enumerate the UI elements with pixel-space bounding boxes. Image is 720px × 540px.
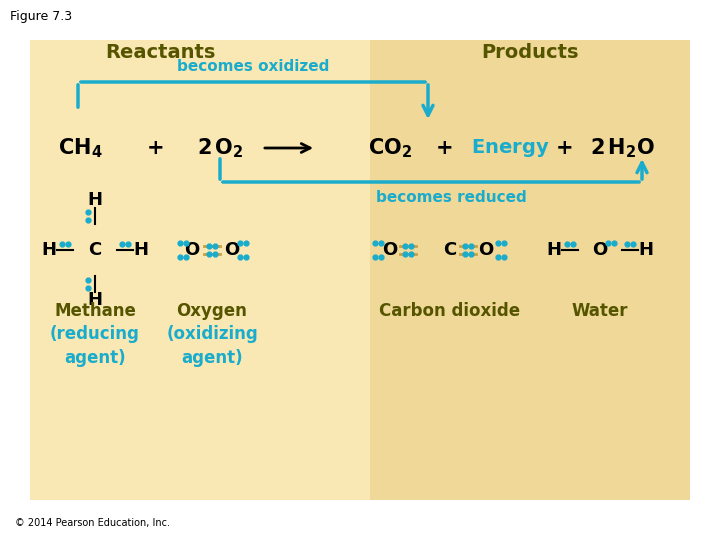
Text: © 2014 Pearson Education, Inc.: © 2014 Pearson Education, Inc. xyxy=(15,518,170,528)
Text: Reactants: Reactants xyxy=(105,43,215,62)
Text: O: O xyxy=(478,241,494,259)
Text: $\mathbf{+}$: $\mathbf{+}$ xyxy=(146,138,163,158)
Text: Methane: Methane xyxy=(54,302,136,320)
Text: C: C xyxy=(89,241,102,259)
Text: $\mathbf{CH_4}$: $\mathbf{CH_4}$ xyxy=(58,136,102,160)
FancyBboxPatch shape xyxy=(370,40,690,500)
Text: O: O xyxy=(382,241,397,259)
Text: H: H xyxy=(88,291,102,309)
Text: (reducing
agent): (reducing agent) xyxy=(50,325,140,367)
Text: H: H xyxy=(133,241,148,259)
Text: Oxygen: Oxygen xyxy=(176,302,248,320)
Text: $\mathbf{+}$: $\mathbf{+}$ xyxy=(555,138,572,158)
FancyBboxPatch shape xyxy=(30,40,370,500)
Text: Carbon dioxide: Carbon dioxide xyxy=(379,302,521,320)
Text: Products: Products xyxy=(481,43,579,62)
Text: C: C xyxy=(444,241,456,259)
Text: O: O xyxy=(184,241,199,259)
Text: $\mathbf{Energy}$: $\mathbf{Energy}$ xyxy=(471,137,549,159)
Text: becomes reduced: becomes reduced xyxy=(376,190,526,205)
Text: $\mathbf{+}$: $\mathbf{+}$ xyxy=(436,138,453,158)
Text: $\mathbf{CO_2}$: $\mathbf{CO_2}$ xyxy=(368,136,412,160)
Text: H: H xyxy=(42,241,56,259)
Text: becomes oxidized: becomes oxidized xyxy=(177,59,329,74)
Text: H: H xyxy=(639,241,654,259)
Text: Water: Water xyxy=(572,302,629,320)
Text: O: O xyxy=(225,241,240,259)
Text: $\mathbf{2\,H_2O}$: $\mathbf{2\,H_2O}$ xyxy=(590,136,654,160)
Text: (oxidizing
agent): (oxidizing agent) xyxy=(166,325,258,367)
Text: Figure 7.3: Figure 7.3 xyxy=(10,10,72,23)
Text: O: O xyxy=(593,241,608,259)
Text: H: H xyxy=(88,191,102,209)
Text: $\mathbf{2\,O_2}$: $\mathbf{2\,O_2}$ xyxy=(197,136,243,160)
Text: H: H xyxy=(546,241,562,259)
